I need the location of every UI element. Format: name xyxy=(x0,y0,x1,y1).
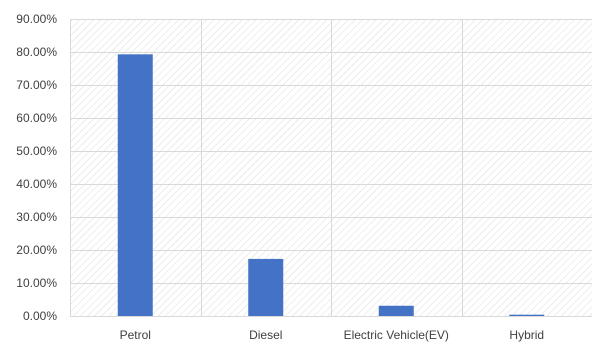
y-tick-label: 80.00% xyxy=(16,45,57,59)
y-tick-label: 60.00% xyxy=(16,111,57,125)
bar-petrol xyxy=(117,54,153,317)
y-axis: 0.00% 10.00% 20.00% 30.00% 40.00% 50.00% 60.00… xyxy=(16,12,57,323)
bar-diesel xyxy=(248,258,284,316)
y-tick-label: 30.00% xyxy=(16,210,57,224)
bar-electric-vehicle-ev xyxy=(378,305,414,316)
x-tick-label: Hybrid xyxy=(509,328,544,342)
y-tick-label: 90.00% xyxy=(16,12,57,26)
y-tick-label: 20.00% xyxy=(16,243,57,257)
y-tick-label: 40.00% xyxy=(16,177,57,191)
bar-hybrid xyxy=(509,314,545,316)
x-tick-label: Petrol xyxy=(120,328,151,342)
y-tick-label: 10.00% xyxy=(16,276,57,290)
bars xyxy=(117,54,545,317)
x-tick-label: Electric Vehicle(EV) xyxy=(344,328,449,342)
x-tick-label: Diesel xyxy=(249,328,282,342)
x-axis: Petrol Diesel Electric Vehicle(EV) Hybrid xyxy=(120,328,545,342)
y-tick-label: 0.00% xyxy=(23,309,57,323)
gridlines xyxy=(70,19,592,317)
y-tick-label: 70.00% xyxy=(16,78,57,92)
y-tick-label: 50.00% xyxy=(16,144,57,158)
